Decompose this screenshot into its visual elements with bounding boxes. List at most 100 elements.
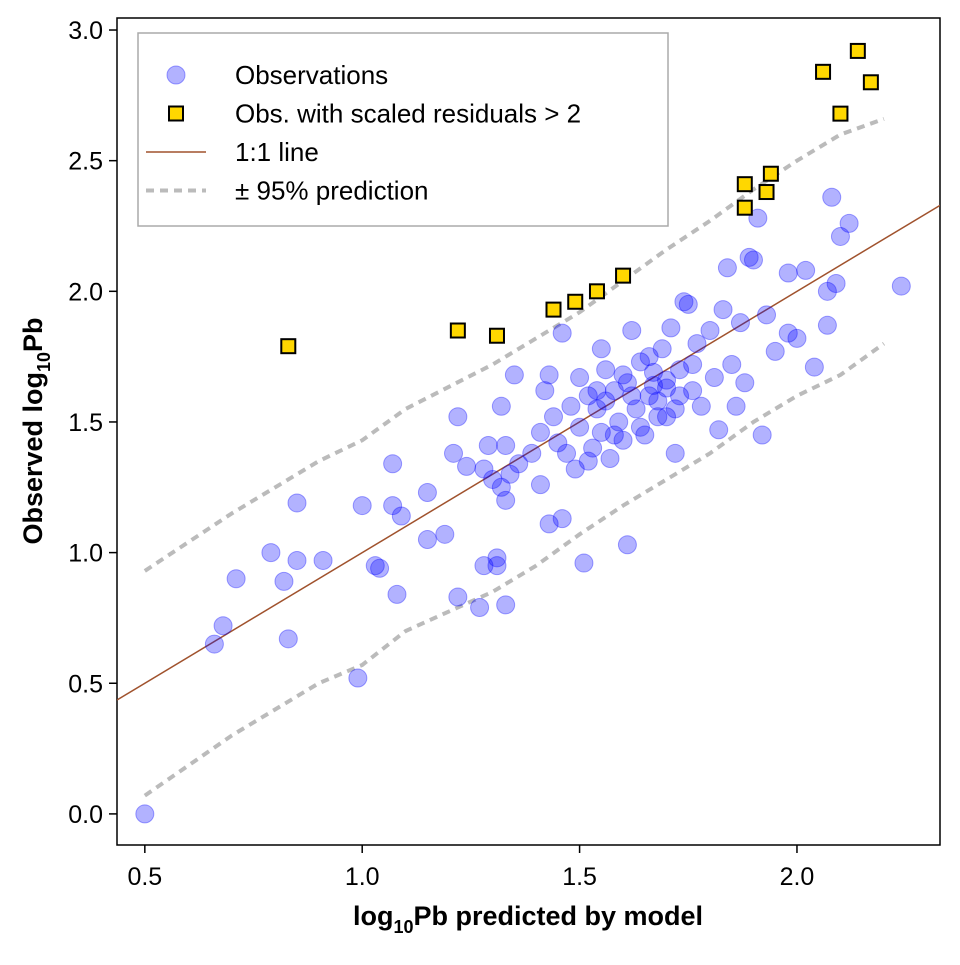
observation-point	[348, 668, 368, 688]
x-tick-label: 1.0	[345, 863, 380, 891]
observation-point	[748, 208, 768, 228]
observation-point	[391, 506, 411, 526]
observation-point	[504, 365, 524, 385]
observation-point	[204, 634, 224, 654]
observation-point	[470, 597, 490, 617]
observation-point	[496, 435, 516, 455]
observation-point	[613, 365, 633, 385]
observation-point	[652, 339, 672, 359]
y-tick-label: 0.5	[68, 670, 103, 698]
observation-point	[709, 420, 729, 440]
observation-point	[552, 509, 572, 529]
observation-point	[474, 556, 494, 576]
observation-point	[565, 459, 585, 479]
outlier-point	[758, 184, 775, 201]
observation-point	[804, 357, 824, 377]
legend-label: 1:1 line	[235, 137, 319, 167]
observation-point	[891, 276, 911, 296]
observation-point	[587, 399, 607, 419]
observation-point	[639, 347, 659, 367]
observation-point	[539, 514, 559, 534]
observation-point	[817, 281, 837, 301]
observation-point	[578, 451, 598, 471]
observation-point	[765, 341, 785, 361]
observation-point	[639, 386, 659, 406]
observation-point	[826, 273, 846, 293]
observation-point	[704, 368, 724, 388]
observation-point	[435, 524, 455, 544]
observation-point	[487, 556, 507, 576]
observation-point	[570, 417, 590, 437]
observation-point	[287, 550, 307, 570]
observation-point	[483, 469, 503, 489]
observation-point	[570, 368, 590, 388]
observation-point	[457, 456, 477, 476]
observation-point	[448, 407, 468, 427]
outlier-point	[862, 74, 879, 91]
observation-point	[352, 496, 372, 516]
observation-point	[665, 443, 685, 463]
outlier-point	[815, 63, 832, 80]
legend-label: Obs. with scaled residuals > 2	[235, 99, 581, 129]
legend-box	[137, 32, 669, 227]
observation-point	[417, 483, 437, 503]
legend-label: Observations	[235, 60, 388, 90]
observation-point	[648, 407, 668, 427]
observation-point	[487, 548, 507, 568]
observation-point	[543, 407, 563, 427]
observation-point	[643, 362, 663, 382]
observation-point	[717, 258, 737, 278]
observation-point	[822, 187, 842, 207]
outlier-point	[545, 301, 562, 318]
plot-area	[117, 42, 940, 824]
observation-point	[778, 263, 798, 283]
observation-point	[678, 294, 698, 314]
observation-point	[491, 396, 511, 416]
observation-point	[630, 417, 650, 437]
x-axis-label: log10Pb predicted by model	[353, 901, 703, 937]
observation-point	[478, 435, 498, 455]
line	[117, 204, 940, 701]
line	[143, 116, 885, 573]
observation-point	[557, 443, 577, 463]
observation-point	[474, 459, 494, 479]
observation-point	[548, 433, 568, 453]
observation-point	[530, 422, 550, 442]
observation-point	[274, 571, 294, 591]
observation-point	[683, 381, 703, 401]
observation-point	[383, 496, 403, 516]
outlier-point	[588, 283, 605, 300]
observation-point	[535, 381, 555, 401]
y-tick-label: 1.0	[68, 540, 103, 568]
observation-point	[591, 422, 611, 442]
outlier-point	[615, 267, 632, 284]
observation-point	[578, 386, 598, 406]
observation-point	[596, 391, 616, 411]
observation-point	[387, 584, 407, 604]
observation-point	[617, 535, 637, 555]
observation-point	[657, 378, 677, 398]
observation-point	[635, 425, 655, 445]
observation-point	[365, 556, 385, 576]
observation-point	[817, 315, 837, 335]
observation-point	[670, 386, 690, 406]
observation-point	[500, 464, 520, 484]
y-label-part: Observed log	[18, 372, 48, 545]
observation-point	[287, 493, 307, 513]
observation-point	[622, 386, 642, 406]
observation-point	[735, 373, 755, 393]
observation-point	[509, 454, 529, 474]
observation-point	[743, 250, 763, 270]
outlier-point	[762, 165, 779, 182]
observation-point	[448, 587, 468, 607]
y-label-part: Pb	[18, 317, 48, 352]
observation-point	[757, 305, 777, 325]
observation-point	[752, 425, 772, 445]
observation-point	[670, 360, 690, 380]
observation-point	[491, 477, 511, 497]
outlier-point	[736, 176, 753, 193]
outlier-point	[736, 199, 753, 216]
observation-point	[726, 396, 746, 416]
y-axis-label: Observed log10Pb	[18, 317, 54, 544]
